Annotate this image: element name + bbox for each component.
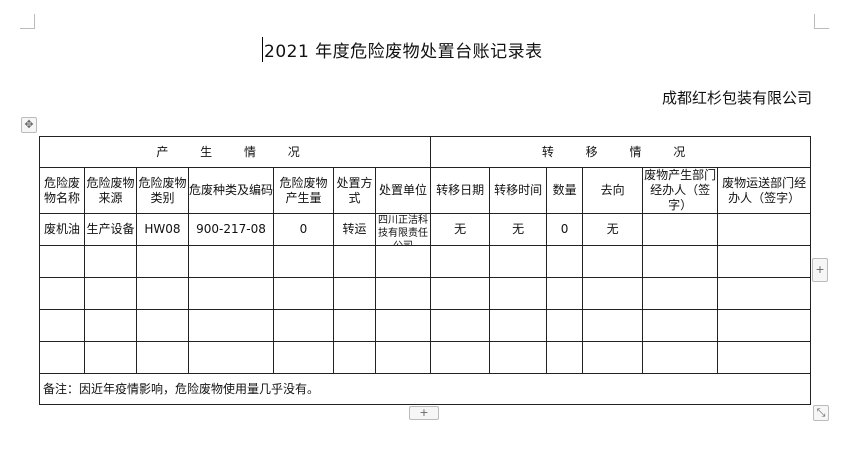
table-cell[interactable] [84,309,137,342]
table-cell[interactable] [582,245,644,278]
table-cell[interactable]: 0 [546,213,584,246]
table-cell[interactable] [188,309,274,342]
table-cell[interactable] [374,341,432,374]
table-cell[interactable] [546,309,584,342]
column-header: 废物产生部门经办人（签字） [642,167,719,214]
table-cell[interactable] [489,341,548,374]
table-cell[interactable] [273,277,334,310]
table-cell[interactable] [582,277,644,310]
table-cell[interactable] [642,341,719,374]
column-header: 转移日期 [430,167,491,214]
table-cell[interactable] [374,309,432,342]
section-transfer: 转 移 情 况 [430,136,812,168]
table-cell[interactable] [39,277,85,310]
column-header: 转移时间 [489,167,548,214]
table-cell[interactable] [374,245,432,278]
table-cell[interactable]: 无 [430,213,491,246]
table-cell[interactable]: 无 [582,213,644,246]
column-header: 去向 [582,167,644,214]
table-cell[interactable] [582,309,644,342]
table-cell[interactable] [84,277,137,310]
table-cell[interactable] [374,277,432,310]
column-header: 危险废物来源 [84,167,137,214]
table-cell[interactable]: 四川正洁科技有限责任公司 [374,213,432,246]
column-header: 危险废物产生量 [273,167,334,214]
table-cell[interactable] [136,309,189,342]
add-row-button[interactable]: + [409,406,439,420]
table-cell[interactable] [273,245,334,278]
table-cell[interactable] [642,213,719,246]
table-cell[interactable]: HW08 [136,213,189,246]
table-cell[interactable] [188,277,274,310]
table-cell[interactable] [136,245,189,278]
table-cell[interactable] [333,245,376,278]
table-cell[interactable] [717,245,812,278]
company-name: 成都红杉包装有限公司 [661,89,812,107]
table-cell[interactable] [273,341,334,374]
document-title: 2021 年度危险废物处置台账记录表 [262,37,543,62]
table-cell[interactable] [642,277,719,310]
table-row [39,341,812,374]
table-cell[interactable] [430,245,491,278]
table-cell[interactable] [546,277,584,310]
table-cell[interactable] [333,341,376,374]
remark: 备注：因近年疫情影响，危险废物使用量几乎没有。 [38,373,812,405]
table-row [39,245,812,278]
table-cell[interactable]: 0 [273,213,334,246]
table-cell[interactable] [642,309,719,342]
section-produce: 产 生 情 况 [38,136,432,168]
page-corner-mark [814,14,829,29]
column-header: 数量 [546,167,584,214]
table-resize-handle-icon[interactable]: ⤡ [813,405,829,421]
table-cell[interactable] [642,245,719,278]
table-cell[interactable] [489,309,548,342]
table-cell[interactable] [136,341,189,374]
table-cell[interactable] [273,309,334,342]
column-header: 危废种类及编码 [188,167,274,214]
table-row [39,309,812,342]
table-cell[interactable] [489,245,548,278]
add-column-button[interactable]: + [812,258,828,282]
column-header: 危险废物名称 [39,167,85,214]
table-cell[interactable] [333,277,376,310]
table-row [39,277,812,310]
table-cell[interactable] [717,309,812,342]
table-cell[interactable] [39,245,85,278]
table-cell[interactable]: 生产设备 [84,213,137,246]
table-cell[interactable] [430,277,491,310]
table-cell[interactable] [84,341,137,374]
page-corner-mark [20,14,35,29]
table-cell[interactable] [39,309,85,342]
table-cell[interactable] [717,277,812,310]
table-cell[interactable] [39,341,85,374]
column-header: 处置单位 [374,167,432,214]
table-move-handle-icon[interactable]: ✥ [21,117,37,133]
table-cell[interactable] [188,341,274,374]
ledger-table: 产 生 情 况 转 移 情 况 危险废物名称 危险废物来源 危险废物类别 危废种类及编… [38,136,812,405]
table-cell[interactable] [546,341,584,374]
table-cell[interactable] [546,245,584,278]
column-header: 处置方式 [333,167,376,214]
table-cell[interactable]: 900-217-08 [188,213,274,246]
table-cell[interactable] [84,245,137,278]
table-cell[interactable] [717,213,812,246]
table-cell[interactable] [717,341,812,374]
table-cell[interactable] [333,309,376,342]
column-header: 危险废物类别 [136,167,189,214]
table-cell[interactable] [430,341,491,374]
table-cell[interactable] [430,309,491,342]
table-cell[interactable] [582,341,644,374]
column-header: 废物运送部门经办人（签字） [717,167,812,214]
table-cell[interactable]: 无 [489,213,548,246]
table-cell[interactable]: 转运 [333,213,376,246]
table-cell[interactable] [489,277,548,310]
disposal-unit: 四川正洁科技有限责任公司 [378,215,429,245]
table-cell[interactable]: 废机油 [39,213,85,246]
table-cell[interactable] [188,245,274,278]
table-cell[interactable] [136,277,189,310]
